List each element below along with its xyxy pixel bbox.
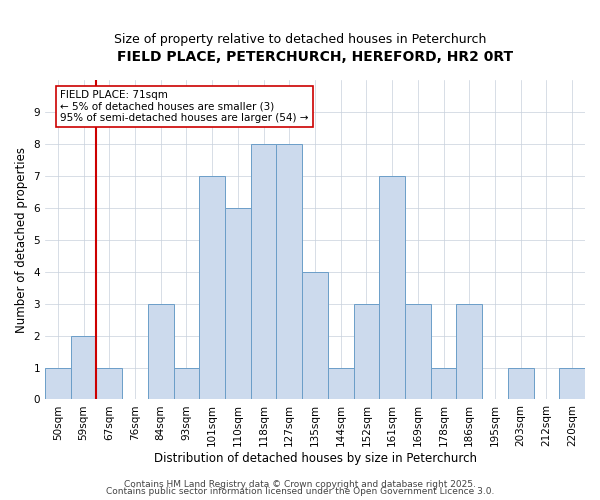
X-axis label: Distribution of detached houses by size in Peterchurch: Distribution of detached houses by size … <box>154 452 476 465</box>
Bar <box>405 304 431 400</box>
Bar <box>508 368 533 400</box>
Bar <box>353 304 379 400</box>
Bar <box>302 272 328 400</box>
Text: Contains HM Land Registry data © Crown copyright and database right 2025.: Contains HM Land Registry data © Crown c… <box>124 480 476 489</box>
Bar <box>148 304 173 400</box>
Bar <box>199 176 225 400</box>
Y-axis label: Number of detached properties: Number of detached properties <box>15 147 28 333</box>
Bar <box>45 368 71 400</box>
Bar <box>431 368 457 400</box>
Text: FIELD PLACE: 71sqm
← 5% of detached houses are smaller (3)
95% of semi-detached : FIELD PLACE: 71sqm ← 5% of detached hous… <box>61 90 309 123</box>
Bar <box>97 368 122 400</box>
Bar <box>277 144 302 400</box>
Bar <box>379 176 405 400</box>
Title: FIELD PLACE, PETERCHURCH, HEREFORD, HR2 0RT: FIELD PLACE, PETERCHURCH, HEREFORD, HR2 … <box>117 50 513 64</box>
Bar <box>328 368 353 400</box>
Bar <box>173 368 199 400</box>
Text: Size of property relative to detached houses in Peterchurch: Size of property relative to detached ho… <box>114 32 486 46</box>
Bar <box>251 144 277 400</box>
Bar <box>225 208 251 400</box>
Bar <box>71 336 97 400</box>
Bar <box>559 368 585 400</box>
Text: Contains public sector information licensed under the Open Government Licence 3.: Contains public sector information licen… <box>106 487 494 496</box>
Bar <box>457 304 482 400</box>
